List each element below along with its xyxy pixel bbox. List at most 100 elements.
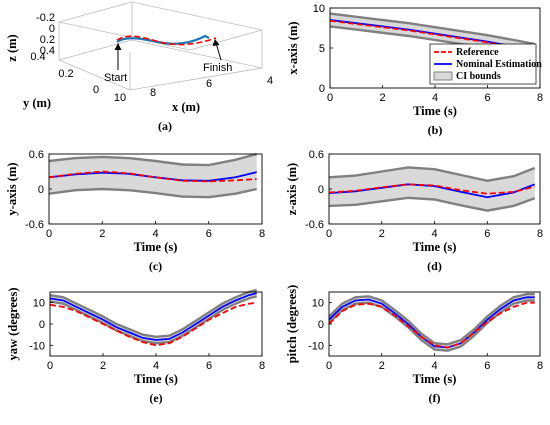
panel-f-y-tick-label: -10: [308, 340, 324, 352]
panel-c-x-tick-label: 2: [99, 228, 105, 240]
panel-a-z-label: z (m): [5, 34, 19, 61]
panel-c-x-label: Time (s): [134, 240, 178, 254]
panel-a-x-label: x (m): [172, 100, 200, 114]
panel-f-y-tick-label: 10: [312, 298, 324, 310]
panel-f-x-tick-label: 6: [484, 360, 490, 372]
panel-c-ci-lower-line: [48, 187, 257, 199]
panel-e-nominal-line: [49, 292, 257, 341]
panel-a-caption: (a): [158, 119, 172, 133]
panel-f-x-label: Time (s): [413, 372, 457, 386]
panel-c-y-label: y-axis (m): [5, 162, 19, 215]
panel-d-y-label: z-axis (m): [285, 163, 299, 215]
panel-b-x-tick-label: 6: [484, 92, 490, 104]
panel-d-ci-band: [329, 167, 535, 211]
panel-b-ci-upper-line: [329, 12, 536, 46]
panel-c-x-tick-label: 4: [152, 228, 158, 240]
panel-b-y-label: x-axis (m): [286, 21, 300, 74]
panel-b-legend-ci-swatch: [433, 71, 453, 81]
panel-e-y-tick-label: 0: [39, 319, 45, 331]
panel-f-x-tick-label: 2: [379, 360, 385, 372]
panel-d-x-tick-label: 8: [537, 228, 543, 240]
panel-b-x-axis: 0 2 4 6 8 0 5 10 Time (s) x-axis (m) (b) ReferenceN…: [286, 3, 543, 137]
start-arrowhead-icon: [114, 43, 122, 50]
finish-label: Finish: [203, 62, 232, 74]
panel-f-reference-line: [328, 301, 535, 349]
panel-d-ci-lower-line: [328, 196, 536, 212]
panel-a-z-tick: 0.4: [40, 45, 55, 57]
panel-e-x-tick-label: 6: [206, 360, 212, 372]
panel-f-ci-upper-line: [328, 292, 535, 346]
panel-f-x-tick-label: 0: [326, 360, 332, 372]
panel-c-x-tick-label: 0: [46, 228, 52, 240]
panel-a-x-tick: 6: [206, 78, 212, 90]
panel-f-x-tick-label: 4: [431, 360, 437, 372]
panel-a-3d-trajectory: Start Finish -0.2 0 0.2 0.4 z (m) 0.4 0.…: [5, 1, 273, 133]
panel-d-y-tick-label: 0.6: [309, 149, 324, 161]
panel-e-ci-upper-line: [49, 288, 258, 339]
panel-d-x-tick-label: 4: [431, 228, 437, 240]
finish-arrow: [215, 42, 222, 61]
panel-f-y-tick-label: 0: [318, 319, 324, 331]
panel-a-y-tick: 0.4: [30, 51, 45, 63]
panel-a-box: [58, 1, 263, 91]
panel-b-caption: (b): [428, 123, 443, 137]
panel-d-x-label: Time (s): [413, 240, 457, 254]
panel-a-blue-trajectory: [116, 34, 210, 45]
panel-d-nominal-line: [328, 183, 536, 199]
panel-c-x-tick-label: 8: [259, 228, 265, 240]
panel-b-y-tick-label: 10: [313, 3, 325, 15]
panel-d-caption: (d): [427, 259, 442, 273]
panel-a-y-label: y (m): [23, 96, 51, 110]
panel-b-x-tick-label: 8: [537, 92, 543, 104]
panel-c-caption: (c): [149, 259, 162, 273]
panel-c-y-tick-label: 0.6: [29, 149, 44, 161]
panel-f-caption: (f): [429, 391, 441, 405]
panel-a-z-tick: 0.2: [40, 34, 55, 46]
panel-e-x-label: Time (s): [134, 372, 178, 386]
panel-b-x-tick-label: 4: [432, 92, 438, 104]
panel-f-nominal-line: [328, 296, 535, 349]
panel-a-y-tick: 0.2: [58, 68, 73, 80]
panel-e-caption: (e): [149, 391, 162, 405]
start-label: Start: [104, 72, 127, 84]
panel-b-x-tick-label: 2: [379, 92, 385, 104]
panel-c-y-tick-label: -0.6: [25, 219, 44, 231]
panel-a-x-tick: 4: [267, 75, 273, 87]
panel-e-x-tick-label: 4: [153, 360, 159, 372]
panel-d-ci-upper-line: [328, 166, 536, 183]
panel-f-y-label: pitch (degrees): [285, 285, 299, 364]
panel-b-x-tick-label: 0: [327, 92, 333, 104]
panel-e-y-label: yaw (degrees): [6, 287, 20, 360]
panel-b-y-tick-label: 0: [319, 83, 325, 95]
panel-b-legend-ci-label: CI bounds: [456, 71, 501, 82]
panel-b-x-label: Time (s): [413, 104, 457, 118]
panel-a-y-tick: 0: [93, 84, 99, 96]
panel-d-x-tick-label: 0: [326, 228, 332, 240]
panel-c-y-tick-label: 0: [38, 184, 44, 196]
panel-b-legend-reference-label: Reference: [456, 47, 499, 58]
panel-d-x-tick-label: 2: [379, 228, 385, 240]
panel-e-reference-line: [49, 301, 257, 347]
panel-d-y-tick-label: 0: [318, 184, 324, 196]
panel-e-x-tick-label: 2: [100, 360, 106, 372]
panel-e-y-tick-label: 10: [33, 298, 45, 310]
panel-b-legend-nominal-label: Nominal Estimation: [456, 59, 542, 70]
panel-a-red-trajectory: [116, 35, 217, 46]
panel-c-x-tick-label: 6: [206, 228, 212, 240]
panel-c-nominal-line: [48, 171, 257, 182]
panel-e-y-tick-label: -10: [29, 340, 45, 352]
panel-c-ci-band: [49, 154, 257, 198]
panel-f-ci-lower-line: [328, 299, 535, 352]
panel-e-ci-lower-line: [49, 295, 258, 345]
panel-e-x-tick-label: 0: [47, 360, 53, 372]
panel-a-z-tick: -0.2: [36, 12, 55, 24]
panel-a-z-tick: 0: [49, 23, 55, 35]
panel-e-x-tick-label: 8: [259, 360, 265, 372]
panel-f-x-tick-label: 8: [537, 360, 543, 372]
